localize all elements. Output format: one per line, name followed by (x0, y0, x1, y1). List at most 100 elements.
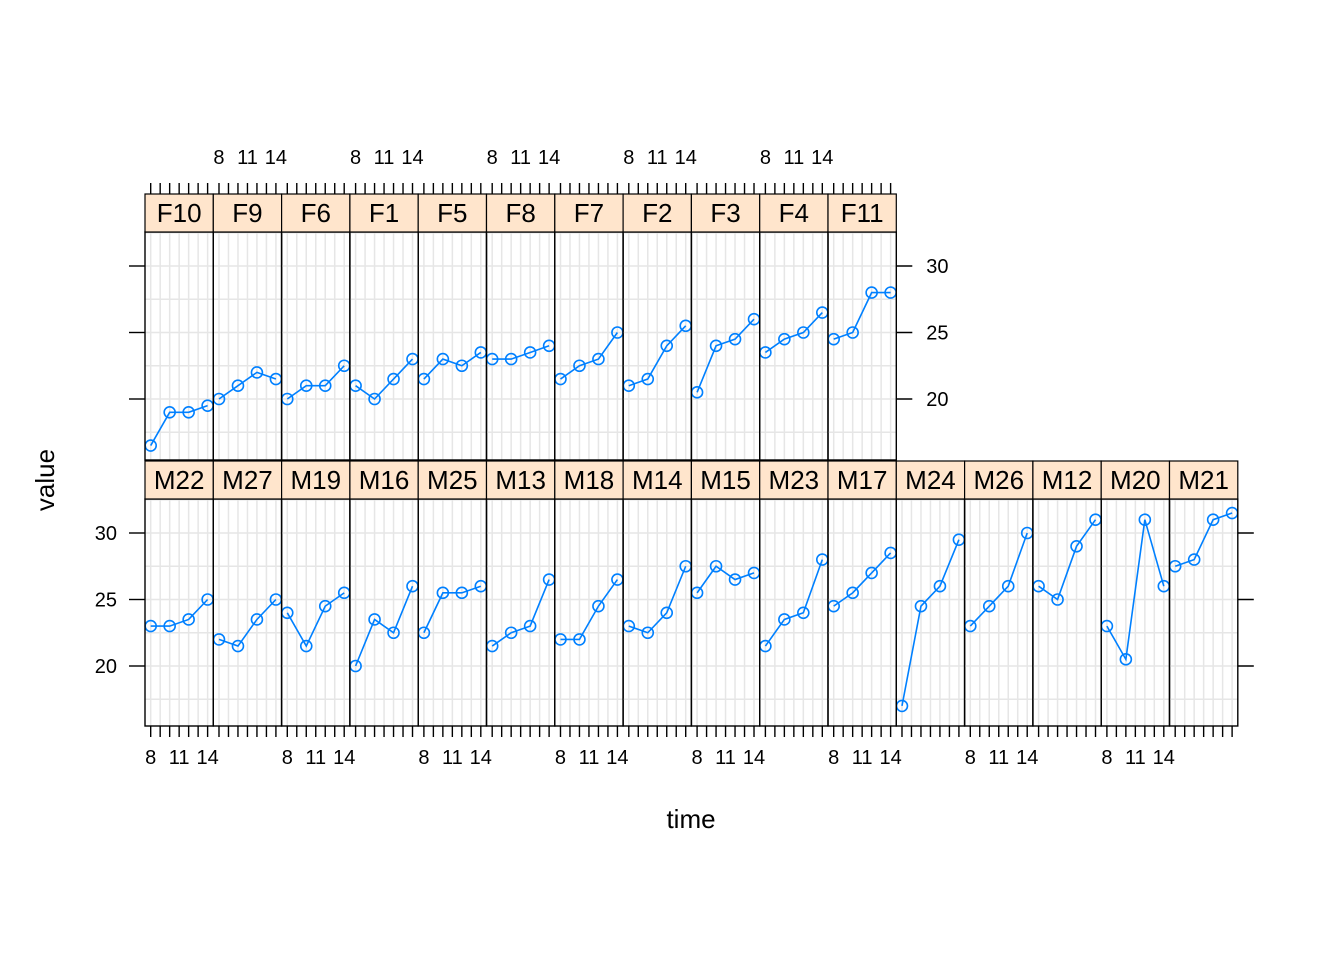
series-line-M26 (969, 532, 1028, 627)
data-point-F6-12 (318, 379, 332, 393)
x-tick-label: 8 (213, 147, 224, 169)
strip-label-F10: F10 (157, 198, 202, 228)
panels-layer: M22 M27 M19 M16 M25 M13 M18 M14 M15 M23 M17 M24 M26 M… (144, 193, 1239, 727)
series-line-F5 (423, 351, 482, 380)
data-point-M17-10 (846, 586, 859, 600)
x-tick-label: 8 (487, 147, 498, 169)
panel-M26: M26 (963, 460, 1034, 727)
strip-F3 (690, 193, 761, 233)
data-point-M26-10 (982, 599, 996, 613)
data-point-M24-12 (933, 579, 947, 593)
data-point-M16-12 (387, 626, 400, 640)
panel-F1: F1 (349, 193, 419, 461)
y-axis-title: value (30, 449, 60, 511)
data-point-F8-12 (523, 346, 537, 359)
x-tick-label: 8 (350, 147, 361, 169)
data-point-F1-12 (387, 372, 400, 386)
series-line-F1 (355, 358, 414, 401)
series-line-F7 (560, 332, 619, 380)
series-line-M23 (764, 559, 824, 647)
data-point-M23-10 (778, 613, 791, 626)
x-tick-label: 11 (852, 747, 873, 769)
panel-F2: F2 (622, 193, 693, 461)
panel-M21: M21 (1168, 460, 1239, 727)
x-tick-label: 8 (145, 747, 156, 769)
x-tick-label: 11 (647, 147, 668, 169)
data-point-M13-12 (523, 619, 537, 633)
series-line-F2 (628, 325, 687, 387)
x-axis-title: time (666, 804, 715, 834)
x-tick-label: 8 (760, 147, 771, 169)
panel-M19: M19 (280, 460, 351, 727)
strip-label-F4: F4 (779, 198, 809, 228)
y-tick-label: 25 (926, 323, 948, 345)
data-point-M18-12 (592, 599, 605, 613)
strip-label-M19: M19 (290, 465, 341, 495)
strip-M13 (485, 460, 556, 500)
x-tick-label: 14 (538, 147, 560, 169)
strip-M22 (144, 460, 214, 500)
series-line-M19 (286, 592, 345, 648)
data-point-M25-10 (436, 586, 450, 600)
data-point-F10-12 (182, 405, 195, 419)
panel-F8: F8 (485, 193, 556, 461)
data-point-M16-10 (368, 613, 381, 626)
x-tick-label: 8 (623, 147, 634, 169)
data-point-F8-10 (504, 352, 518, 366)
x-tick-label: 14 (675, 147, 697, 169)
series-line-M17 (833, 552, 892, 607)
panel-M12: M12 (1032, 460, 1102, 727)
data-point-M25-12 (455, 586, 469, 600)
strip-F11 (827, 193, 897, 233)
panel-M16: M16 (349, 460, 419, 727)
panel-M17: M17 (827, 460, 898, 727)
strip-label-M25: M25 (427, 465, 478, 495)
series-line-M22 (150, 598, 209, 627)
x-tick-label: 11 (783, 147, 804, 169)
x-tick-label: 14 (1153, 747, 1175, 769)
series-line-M27 (218, 598, 277, 648)
x-tick-label: 11 (510, 147, 531, 169)
series-line-M16 (354, 585, 414, 667)
strip-label-M20: M20 (1110, 465, 1161, 495)
x-tick-label: 8 (828, 747, 839, 769)
y-tick-label: 25 (95, 590, 117, 612)
y-tick-label: 30 (95, 523, 117, 545)
panel-M14: M14 (622, 460, 693, 727)
strip-label-F11: F11 (841, 198, 884, 228)
data-point-F6-10 (299, 379, 313, 393)
x-tick-label: 14 (333, 747, 355, 769)
x-tick-label: 11 (988, 747, 1009, 769)
series-line-F11 (833, 291, 891, 340)
strip-M21 (1168, 460, 1239, 500)
series-line-M24 (901, 539, 960, 707)
strip-M18 (554, 460, 624, 500)
x-tick-label: 8 (282, 747, 293, 769)
x-tick-label: 14 (743, 747, 765, 769)
x-tick-label: 11 (442, 747, 463, 769)
strip-F7 (554, 193, 624, 233)
data-point-M27-12 (250, 613, 264, 626)
x-tick-label: 8 (965, 747, 976, 769)
strip-label-M17: M17 (837, 465, 888, 495)
x-tick-label: 8 (1101, 747, 1112, 769)
strip-F4 (759, 193, 829, 233)
data-point-M22-12 (182, 613, 195, 626)
strip-label-M24: M24 (905, 465, 956, 495)
strip-label-M23: M23 (769, 465, 820, 495)
data-point-M14-12 (660, 606, 674, 620)
data-point-F2-12 (660, 339, 674, 353)
strip-M17 (827, 460, 897, 500)
series-line-M18 (560, 579, 619, 641)
series-line-F9 (218, 371, 277, 400)
x-tick-label: 14 (401, 147, 423, 169)
x-tick-label: 14 (879, 747, 901, 769)
series-line-F10 (149, 404, 208, 446)
x-tick-label: 11 (237, 147, 258, 169)
data-point-F4-10 (778, 332, 791, 346)
panel-M20: M20 (1100, 460, 1171, 727)
panel-M13: M13 (485, 460, 556, 727)
strip-F5 (417, 193, 488, 233)
data-point-M21-10 (1187, 553, 1201, 566)
